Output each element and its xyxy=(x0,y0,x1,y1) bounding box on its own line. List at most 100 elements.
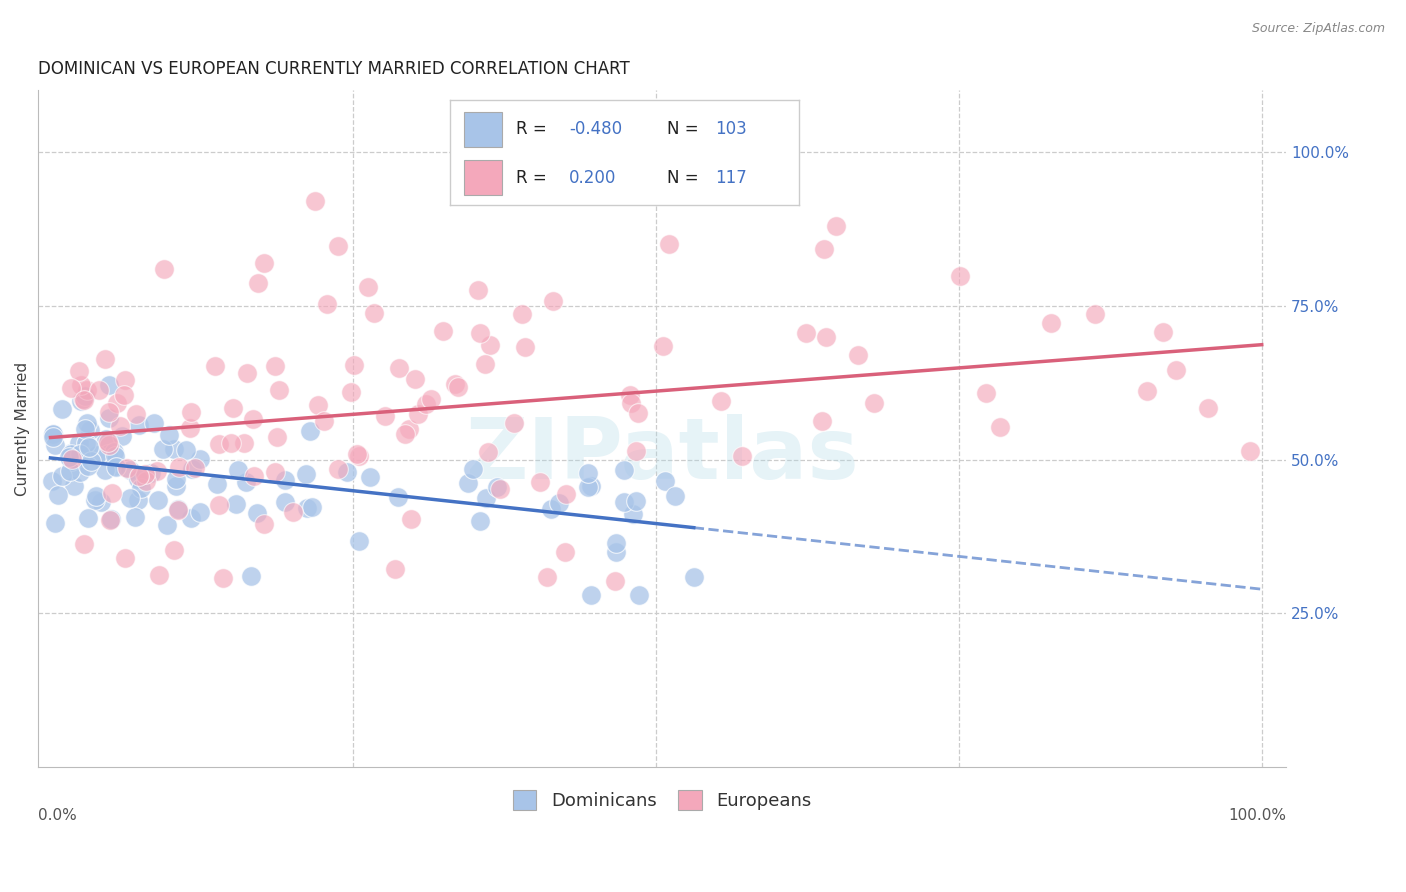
Point xyxy=(243,468,266,483)
Point xyxy=(98,513,121,527)
Point xyxy=(267,383,290,397)
Point xyxy=(384,562,406,576)
Point xyxy=(104,459,127,474)
Point xyxy=(605,545,627,559)
Point xyxy=(730,450,752,464)
Point xyxy=(72,537,94,551)
Point xyxy=(1084,307,1107,321)
Point xyxy=(388,360,411,375)
Point xyxy=(336,465,359,479)
Point xyxy=(63,478,86,492)
Point xyxy=(529,475,551,489)
Point xyxy=(503,416,526,430)
Point xyxy=(104,450,127,464)
Point xyxy=(41,427,63,442)
Point xyxy=(1039,316,1062,330)
Point xyxy=(152,442,174,457)
Point xyxy=(44,438,66,452)
Point xyxy=(69,465,91,479)
Y-axis label: Currently Married: Currently Married xyxy=(15,361,30,496)
Point xyxy=(179,421,201,435)
Point xyxy=(94,432,117,446)
Point xyxy=(167,501,190,516)
Point xyxy=(59,464,82,478)
Point xyxy=(359,470,381,484)
Point xyxy=(814,330,837,344)
Point xyxy=(67,436,90,450)
Text: DOMINICAN VS EUROPEAN CURRENTLY MARRIED CORRELATION CHART: DOMINICAN VS EUROPEAN CURRENTLY MARRIED … xyxy=(38,60,630,78)
Point xyxy=(105,396,128,410)
Point xyxy=(374,409,396,424)
Point xyxy=(139,467,162,481)
Point xyxy=(1136,384,1159,398)
Point xyxy=(242,412,264,426)
Point xyxy=(148,568,170,582)
Point xyxy=(233,436,256,450)
Point xyxy=(343,358,366,372)
Point xyxy=(328,462,350,476)
Point xyxy=(89,383,111,397)
Point xyxy=(246,506,269,520)
Point xyxy=(620,396,643,410)
Point xyxy=(98,438,121,452)
Point xyxy=(79,423,101,437)
Point xyxy=(128,469,150,483)
Point xyxy=(990,420,1012,434)
Point xyxy=(98,378,121,392)
Point xyxy=(180,462,202,476)
Point xyxy=(264,465,287,479)
Point xyxy=(297,500,319,515)
Point xyxy=(114,550,136,565)
Point xyxy=(253,516,276,531)
Point xyxy=(621,507,644,521)
Point xyxy=(477,444,499,458)
Point xyxy=(142,416,165,430)
Point xyxy=(1239,443,1261,458)
Point xyxy=(184,460,207,475)
Point xyxy=(135,474,157,488)
Point xyxy=(60,454,83,468)
Point xyxy=(304,194,326,208)
Point xyxy=(252,255,274,269)
Point xyxy=(100,512,122,526)
Point xyxy=(273,473,295,487)
Point xyxy=(247,276,270,290)
Point xyxy=(97,410,120,425)
Point xyxy=(576,466,599,480)
Point xyxy=(651,339,673,353)
Point xyxy=(654,474,676,488)
Point xyxy=(813,242,835,256)
Point xyxy=(347,450,370,464)
Point xyxy=(94,352,117,367)
Point xyxy=(295,467,318,481)
Point xyxy=(612,494,634,508)
Point xyxy=(134,467,156,481)
Point xyxy=(73,389,96,403)
Point xyxy=(118,491,141,505)
Point xyxy=(579,588,602,602)
Point xyxy=(299,424,322,438)
Point xyxy=(387,490,409,504)
Point xyxy=(204,359,226,374)
Point xyxy=(404,372,426,386)
Point xyxy=(104,460,127,475)
Point xyxy=(97,435,120,450)
Point xyxy=(163,542,186,557)
Point xyxy=(225,497,247,511)
Point xyxy=(77,458,100,473)
Point xyxy=(188,505,211,519)
Point xyxy=(51,469,73,483)
Point xyxy=(180,510,202,524)
Point xyxy=(44,516,66,530)
Point xyxy=(470,514,492,528)
Point xyxy=(664,489,686,503)
Point xyxy=(59,381,82,395)
Point xyxy=(67,364,90,378)
Point xyxy=(174,443,197,458)
Point xyxy=(226,463,249,477)
Point xyxy=(69,447,91,461)
Point xyxy=(205,477,228,491)
Point xyxy=(72,392,94,406)
Point xyxy=(41,474,63,488)
Point xyxy=(316,297,339,311)
